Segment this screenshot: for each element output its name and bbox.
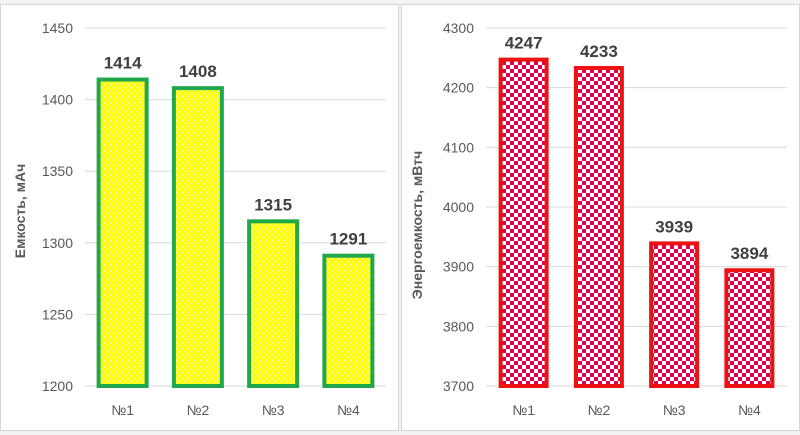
capacity-chart: Емкость, мАч 1200 1250 1300 1350 1400 1450 141… [12, 20, 386, 418]
energy-x-tick-label: №3 [663, 402, 686, 418]
capacity-y-tick-label: 1400 [42, 92, 73, 108]
capacity-y-tick-label: 1200 [42, 378, 73, 394]
energy-y-tick-label: 3900 [443, 259, 474, 275]
energy-data-label: 4233 [580, 42, 618, 61]
capacity-bar [322, 253, 375, 388]
capacity-bar [247, 219, 300, 388]
energy-chart: Энергоемкость, мВтч 3700 3800 3900 4000 4100… [409, 20, 787, 418]
energy-y-axis-title: Энергоемкость, мВтч [409, 151, 425, 299]
capacity-y-axis-title: Емкость, мАч [12, 164, 28, 259]
energy-y-tick-label: 4100 [443, 139, 474, 155]
energy-y-tick-label: 4200 [443, 80, 474, 96]
energy-bar [724, 268, 775, 389]
energy-x-tick-label: №1 [512, 402, 535, 418]
capacity-y-tick-label: 1350 [42, 163, 73, 179]
capacity-x-tick-label: №3 [262, 402, 285, 418]
capacity-data-label: 1291 [329, 230, 367, 249]
capacity-x-tick-label: №2 [186, 402, 209, 418]
capacity-data-label: 1414 [104, 54, 142, 73]
energy-data-label: 3894 [730, 244, 768, 263]
energy-y-tick-label: 4300 [443, 20, 474, 36]
capacity-y-tick-label: 1300 [42, 235, 73, 251]
capacity-data-label: 1408 [179, 62, 217, 81]
capacity-x-tick-label: №4 [337, 402, 360, 418]
energy-y-tick-label: 3700 [443, 378, 474, 394]
capacity-data-label: 1315 [254, 195, 292, 214]
energy-x-tick-label: №2 [587, 402, 610, 418]
capacity-y-tick-label: 1450 [42, 20, 73, 36]
energy-x-tick-label: №4 [738, 402, 761, 418]
capacity-bar [96, 77, 149, 388]
energy-bar [573, 65, 624, 389]
capacity-chart-panel: Емкость, мАч 1200 1250 1300 1350 1400 1450 141… [0, 4, 399, 431]
energy-data-label: 4247 [505, 34, 543, 53]
energy-y-tick-label: 3800 [443, 318, 474, 334]
energy-y-tick-label: 4000 [443, 199, 474, 215]
energy-data-label: 3939 [655, 217, 693, 236]
capacity-y-tick-label: 1250 [42, 306, 73, 322]
energy-bar [649, 241, 700, 388]
energy-bar [498, 57, 549, 389]
capacity-bar [171, 86, 224, 388]
capacity-x-tick-label: №1 [111, 402, 134, 418]
energy-chart-panel: Энергоемкость, мВтч 3700 3800 3900 4000 4100… [401, 4, 800, 431]
